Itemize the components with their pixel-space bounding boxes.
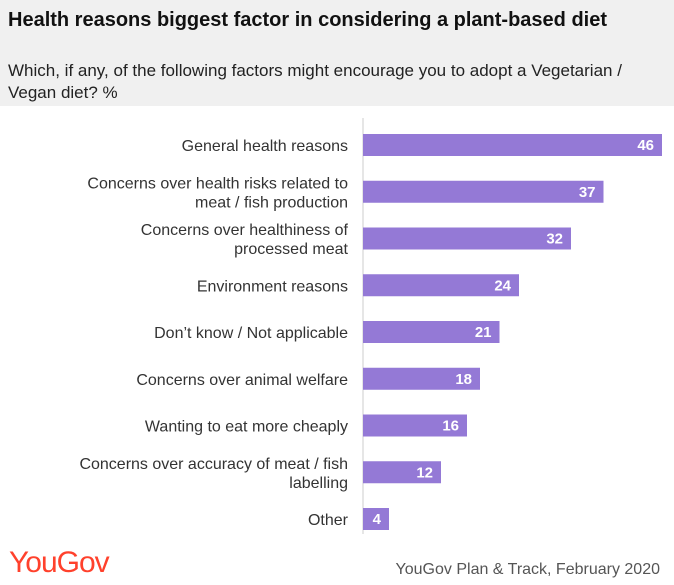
- category-label-line: Concerns over accuracy of meat / fish: [79, 456, 348, 473]
- bar-0: [363, 134, 662, 156]
- bar-3: [363, 274, 519, 297]
- category-label-0: General health reasons: [182, 138, 348, 155]
- category-label-line: Concerns over animal welfare: [136, 372, 348, 389]
- category-label-3: Environment reasons: [197, 278, 348, 295]
- category-label-line: Other: [308, 512, 349, 529]
- category-label-1: Concerns over health risks related to mea…: [87, 175, 348, 211]
- category-label-line: General health reasons: [182, 138, 348, 155]
- bar-5: [363, 367, 480, 390]
- category-label-5: Concerns over animal welfare: [136, 372, 348, 389]
- yougov-logo: YouGov: [9, 546, 110, 579]
- source-note: YouGov Plan & Track, February 2020: [395, 561, 660, 578]
- category-label-line: Environment reasons: [197, 278, 348, 295]
- bar-7: [363, 461, 441, 484]
- category-label-line: processed meat: [234, 241, 348, 258]
- value-label-8: 4: [373, 511, 382, 528]
- category-label-8: Other: [308, 512, 349, 529]
- value-label-2: 32: [546, 231, 563, 248]
- bar-1: [363, 180, 604, 203]
- bar-2: [363, 227, 571, 250]
- value-label-0: 46: [637, 137, 654, 154]
- value-label-4: 21: [475, 324, 492, 341]
- bar-chart: 46 General health reasons 37 Concerns over …: [79, 118, 662, 534]
- category-label-line: Don’t know / Not applicable: [154, 325, 348, 342]
- category-label-line: Wanting to eat more cheaply: [145, 419, 348, 436]
- category-label-4: Don’t know / Not applicable: [154, 325, 348, 342]
- category-label-line: Concerns over health risks related to: [87, 175, 348, 192]
- chart-title: Health reasons biggest factor in conside…: [8, 9, 608, 31]
- value-label-5: 18: [455, 371, 472, 388]
- value-label-7: 12: [416, 464, 433, 481]
- chart-header: Health reasons biggest factor in conside…: [0, 0, 674, 106]
- value-label-1: 37: [579, 184, 596, 201]
- bar-6: [363, 414, 467, 437]
- category-label-7: Concerns over accuracy of meat / fish lab…: [79, 456, 348, 492]
- category-label-line: labelling: [289, 475, 348, 492]
- category-label-line: meat / fish production: [195, 194, 348, 211]
- value-label-6: 16: [442, 418, 459, 435]
- category-label-2: Concerns over healthiness of processed me…: [141, 222, 349, 258]
- value-label-3: 24: [494, 277, 511, 294]
- category-label-6: Wanting to eat more cheaply: [145, 419, 348, 436]
- chart-subtitle: Which, if any, of the following factors …: [8, 61, 622, 102]
- category-label-line: Concerns over healthiness of: [141, 222, 349, 239]
- bar-4: [363, 321, 500, 343]
- bar-8: [363, 508, 389, 530]
